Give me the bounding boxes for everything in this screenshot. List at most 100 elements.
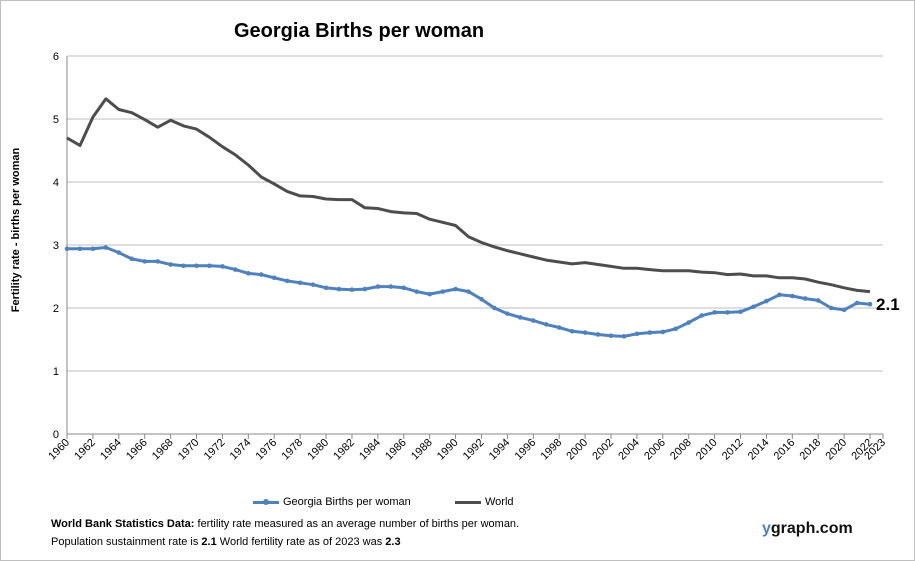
data-point-georgia-1985 bbox=[388, 284, 394, 289]
data-point-georgia-1973 bbox=[233, 267, 238, 272]
x-tick-label-1984: 1984 bbox=[357, 437, 383, 463]
data-point-georgia-1988 bbox=[427, 291, 432, 297]
legend-label-world: World bbox=[485, 496, 514, 508]
data-point-georgia-1968 bbox=[168, 262, 173, 267]
x-tick-label-1970: 1970 bbox=[176, 437, 202, 463]
end-value-label: 2.1 bbox=[876, 295, 900, 314]
data-point-georgia-2003 bbox=[621, 334, 627, 339]
x-tick-label-2008: 2008 bbox=[668, 437, 694, 463]
x-tick-label-1966: 1966 bbox=[124, 437, 150, 463]
data-point-georgia-1982 bbox=[349, 287, 355, 293]
data-point-georgia-2002 bbox=[608, 333, 614, 339]
x-tick-label-2012: 2012 bbox=[720, 437, 746, 463]
x-tick-label-1964: 1964 bbox=[98, 437, 124, 463]
data-point-georgia-2012 bbox=[738, 309, 743, 315]
data-point-georgia-2014 bbox=[764, 298, 769, 304]
data-point-georgia-1970 bbox=[194, 263, 199, 269]
y-tick-label-1: 1 bbox=[53, 366, 59, 378]
chart-title: Georgia Births per woman bbox=[234, 20, 485, 42]
legend-label-georgia: Georgia Births per woman bbox=[283, 496, 411, 508]
x-tick-label-1968: 1968 bbox=[150, 437, 176, 463]
data-point-georgia-1987 bbox=[414, 289, 420, 294]
data-point-georgia-1998 bbox=[556, 325, 562, 330]
data-point-georgia-1976 bbox=[271, 275, 277, 281]
x-tick-label-1974: 1974 bbox=[228, 437, 254, 463]
x-tick-label-2006: 2006 bbox=[642, 437, 668, 463]
y-tick-label-4: 4 bbox=[53, 177, 59, 189]
footer-source-text: fertility rate measured as an average nu… bbox=[194, 518, 520, 530]
x-tick-label-1992: 1992 bbox=[461, 437, 487, 463]
data-point-georgia-1963 bbox=[103, 245, 109, 250]
data-point-georgia-2022 bbox=[867, 301, 873, 307]
data-point-georgia-1977 bbox=[284, 278, 290, 284]
data-point-georgia-2021 bbox=[854, 300, 860, 306]
footer-line-1: World Bank Statistics Data: fertility ra… bbox=[51, 518, 519, 530]
x-tick-label-1976: 1976 bbox=[254, 437, 280, 463]
x-tick-label-2000: 2000 bbox=[564, 437, 590, 463]
x-tick-label-2002: 2002 bbox=[590, 437, 616, 463]
data-point-georgia-1993 bbox=[492, 305, 497, 311]
data-point-georgia-2001 bbox=[595, 332, 601, 337]
legend-item-georgia: Georgia Births per woman bbox=[253, 496, 411, 508]
x-tick-label-1996: 1996 bbox=[513, 437, 539, 463]
x-tick-label-2018: 2018 bbox=[798, 437, 824, 463]
brand-logo: ygraph.com bbox=[762, 520, 853, 538]
series-line-world bbox=[66, 97, 871, 294]
footer-world-text: World fertility rate as of 2023 was bbox=[216, 536, 386, 548]
x-tick-label-2004: 2004 bbox=[616, 437, 642, 463]
data-point-georgia-2020 bbox=[841, 307, 847, 313]
data-point-georgia-2011 bbox=[725, 310, 730, 315]
y-tick-label-3: 3 bbox=[53, 240, 59, 252]
data-point-georgia-1986 bbox=[401, 285, 407, 291]
x-tick-label-2020: 2020 bbox=[823, 437, 849, 463]
footer-sustainment-value: 2.1 bbox=[201, 536, 217, 548]
footer-line-2: Population sustainment rate is 2.1 World… bbox=[51, 536, 401, 548]
x-tick-label-1962: 1962 bbox=[72, 437, 98, 463]
data-point-georgia-2016 bbox=[790, 293, 795, 299]
data-point-georgia-1992 bbox=[479, 296, 484, 302]
x-tick-label-2014: 2014 bbox=[746, 437, 772, 463]
legend-swatch-world bbox=[455, 500, 481, 504]
x-tick-label-1988: 1988 bbox=[409, 437, 435, 463]
data-point-georgia-1966 bbox=[142, 259, 148, 264]
footer-world-value: 2.3 bbox=[385, 536, 401, 548]
data-point-georgia-1995 bbox=[518, 315, 523, 320]
data-point-georgia-2018 bbox=[815, 298, 821, 303]
data-point-georgia-2008 bbox=[686, 320, 692, 325]
footer-sustainment-text: Population sustainment rate is bbox=[51, 536, 202, 548]
y-tick-label-2: 2 bbox=[53, 303, 59, 315]
data-point-georgia-1975 bbox=[258, 272, 264, 277]
data-point-georgia-1971 bbox=[207, 263, 212, 269]
footer-source-label: World Bank Statistics Data: bbox=[51, 518, 195, 530]
data-point-georgia-1965 bbox=[129, 256, 135, 262]
data-point-georgia-1983 bbox=[362, 286, 368, 292]
data-point-georgia-1974 bbox=[246, 271, 251, 276]
x-tick-label-2016: 2016 bbox=[772, 437, 798, 463]
data-point-georgia-2005 bbox=[647, 330, 653, 335]
x-tick-label-1986: 1986 bbox=[383, 437, 409, 463]
data-point-georgia-1981 bbox=[336, 286, 342, 292]
x-tick-label-1960: 1960 bbox=[46, 437, 72, 463]
data-point-georgia-1984 bbox=[375, 284, 381, 289]
x-tick-label-1978: 1978 bbox=[279, 437, 305, 463]
x-tick-label-1982: 1982 bbox=[331, 437, 357, 463]
data-point-georgia-1964 bbox=[116, 250, 122, 255]
data-point-georgia-1997 bbox=[543, 322, 549, 327]
data-point-georgia-1967 bbox=[155, 259, 160, 264]
data-point-georgia-1969 bbox=[181, 263, 186, 269]
x-tick-label-1990: 1990 bbox=[435, 437, 461, 463]
x-tick-label-1972: 1972 bbox=[202, 437, 228, 463]
x-tick-label-1980: 1980 bbox=[305, 437, 331, 463]
brand-prefix: y bbox=[762, 520, 771, 537]
data-point-georgia-1979 bbox=[310, 282, 316, 287]
data-point-georgia-1999 bbox=[569, 329, 575, 334]
x-tick-label-1998: 1998 bbox=[539, 437, 565, 463]
data-point-georgia-1960 bbox=[64, 246, 70, 252]
data-point-georgia-2019 bbox=[828, 305, 834, 311]
legend-item-world: World bbox=[455, 496, 514, 508]
data-point-georgia-2010 bbox=[712, 310, 717, 315]
data-point-georgia-1980 bbox=[323, 285, 329, 291]
legend-swatch-georgia bbox=[253, 498, 279, 505]
data-point-georgia-2013 bbox=[751, 304, 756, 310]
